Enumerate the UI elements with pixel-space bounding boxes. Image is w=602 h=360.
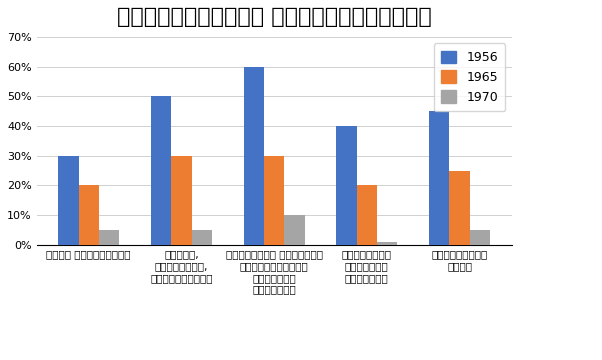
Bar (171, 156, 191, 245)
Bar (449, 171, 470, 245)
Legend: 1956, 1965, 1970: 1956, 1965, 1970 (433, 43, 506, 112)
Bar (244, 67, 264, 245)
Bar (99, 230, 119, 245)
Bar (191, 230, 212, 245)
Bar (264, 156, 284, 245)
Bar (429, 111, 449, 245)
Title: தமிழர்களின் வேலைவாய்ப்பு: தமிழர்களின் வேலைவாய்ப்பு (117, 7, 432, 27)
Bar (58, 156, 78, 245)
Bar (151, 96, 171, 245)
Bar (337, 126, 356, 245)
Bar (356, 185, 377, 245)
Bar (377, 242, 397, 245)
Bar (78, 185, 99, 245)
Bar (470, 230, 490, 245)
Bar (284, 215, 305, 245)
